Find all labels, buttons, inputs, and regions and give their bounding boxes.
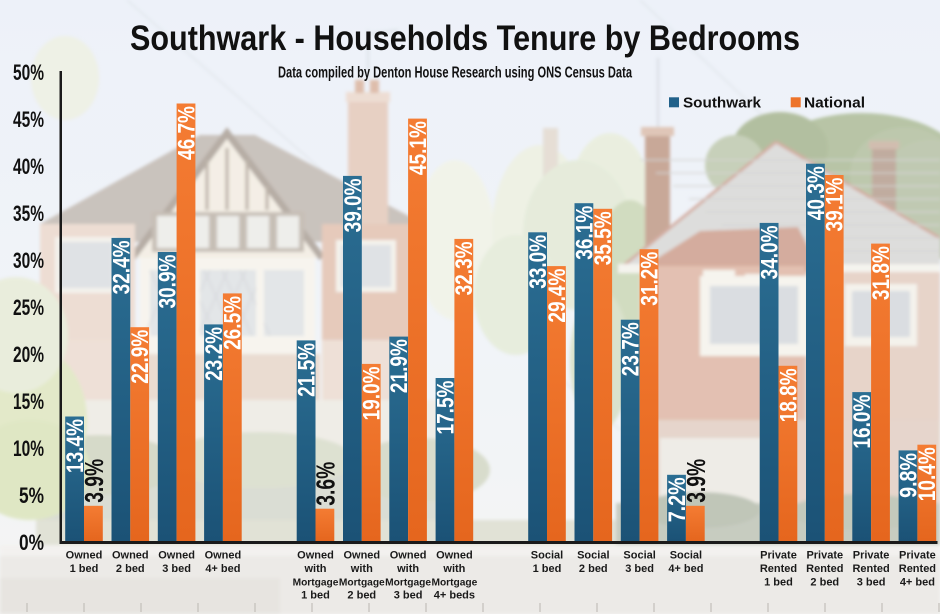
svg-text:21.9%: 21.9% (386, 339, 413, 393)
svg-text:Owned: Owned (390, 550, 427, 562)
svg-text:50%: 50% (13, 60, 44, 85)
svg-text:34.0%: 34.0% (757, 225, 784, 279)
svg-text:15%: 15% (13, 389, 44, 414)
svg-text:1 bed: 1 bed (301, 590, 330, 602)
svg-text:30%: 30% (13, 248, 44, 273)
svg-text:17.5%: 17.5% (432, 380, 459, 434)
svg-text:5%: 5% (19, 483, 44, 508)
svg-text:with: with (350, 563, 373, 575)
svg-text:23.2%: 23.2% (201, 327, 228, 381)
svg-text:Rented: Rented (806, 563, 843, 575)
svg-text:2 bed: 2 bed (579, 563, 608, 575)
svg-text:32.4%: 32.4% (108, 240, 135, 294)
svg-text:1 bed: 1 bed (70, 563, 99, 575)
svg-text:4+ bed: 4+ bed (205, 563, 240, 575)
svg-text:3 bed: 3 bed (625, 563, 654, 575)
svg-text:20%: 20% (13, 342, 44, 367)
svg-text:Private: Private (806, 550, 843, 562)
svg-text:National: National (804, 95, 865, 112)
svg-text:10%: 10% (13, 436, 44, 461)
svg-text:with: with (304, 563, 327, 575)
svg-text:39.0%: 39.0% (340, 178, 367, 232)
svg-text:2 bed: 2 bed (347, 590, 376, 602)
svg-text:35%: 35% (13, 201, 44, 226)
svg-text:Owned: Owned (112, 550, 149, 562)
svg-text:32.3%: 32.3% (451, 241, 478, 295)
svg-text:31.2%: 31.2% (636, 252, 663, 306)
svg-text:39.1%: 39.1% (822, 177, 849, 231)
svg-text:Owned: Owned (436, 550, 473, 562)
svg-text:13.4%: 13.4% (62, 419, 89, 473)
svg-text:1 bed: 1 bed (533, 563, 562, 575)
svg-text:Southwark - Households Tenure: Southwark - Households Tenure by Bedroom… (130, 19, 800, 58)
svg-text:31.8%: 31.8% (868, 246, 895, 300)
svg-text:Social: Social (623, 550, 655, 562)
svg-text:with: with (396, 563, 419, 575)
svg-text:4+ beds: 4+ beds (434, 590, 475, 602)
svg-text:Owned: Owned (343, 550, 380, 562)
svg-text:21.5%: 21.5% (294, 343, 321, 397)
svg-text:29.4%: 29.4% (544, 268, 571, 322)
svg-text:Rented: Rented (852, 563, 889, 575)
svg-text:Mortgage: Mortgage (293, 577, 339, 588)
svg-text:22.9%: 22.9% (127, 330, 154, 384)
svg-text:Mortgage: Mortgage (431, 577, 477, 588)
svg-text:Rented: Rented (760, 563, 797, 575)
svg-text:40%: 40% (13, 154, 44, 179)
svg-text:3 bed: 3 bed (394, 590, 423, 602)
svg-text:19.0%: 19.0% (359, 366, 386, 420)
svg-text:30.9%: 30.9% (155, 254, 182, 308)
svg-text:2 bed: 2 bed (810, 576, 839, 588)
svg-text:9.8%: 9.8% (895, 453, 922, 498)
svg-text:Data compiled by Denton House: Data compiled by Denton House Research u… (278, 65, 632, 82)
svg-text:Social: Social (670, 550, 702, 562)
svg-text:Owned: Owned (66, 550, 103, 562)
svg-text:Private: Private (853, 550, 890, 562)
svg-text:3.6%: 3.6% (313, 462, 341, 506)
svg-text:Owned: Owned (158, 550, 195, 562)
svg-text:23.7%: 23.7% (618, 322, 645, 376)
svg-text:4+ bed: 4+ bed (668, 563, 703, 575)
svg-text:Social: Social (577, 550, 609, 562)
svg-text:Southwark: Southwark (683, 95, 762, 112)
svg-text:with: with (442, 563, 465, 575)
svg-text:Rented: Rented (899, 563, 936, 575)
svg-text:36.1%: 36.1% (571, 206, 598, 260)
svg-text:16.0%: 16.0% (849, 394, 876, 448)
svg-text:Private: Private (899, 550, 936, 562)
svg-text:46.7%: 46.7% (173, 106, 200, 160)
svg-text:Mortgage: Mortgage (385, 577, 431, 588)
svg-text:45.1%: 45.1% (405, 121, 432, 175)
svg-text:7.2%: 7.2% (664, 477, 691, 522)
svg-text:Owned: Owned (297, 550, 334, 562)
svg-text:4+ bed: 4+ bed (900, 576, 935, 588)
svg-text:3.9%: 3.9% (683, 459, 711, 503)
svg-text:33.0%: 33.0% (525, 235, 552, 289)
svg-text:1 bed: 1 bed (764, 576, 793, 588)
svg-text:3 bed: 3 bed (162, 563, 191, 575)
svg-text:Social: Social (531, 550, 563, 562)
svg-text:3 bed: 3 bed (857, 576, 886, 588)
svg-text:35.5%: 35.5% (590, 211, 617, 265)
svg-text:45%: 45% (13, 107, 44, 132)
svg-text:Mortgage: Mortgage (339, 577, 385, 588)
svg-text:Private: Private (760, 550, 797, 562)
svg-text:25%: 25% (13, 295, 44, 320)
svg-text:26.5%: 26.5% (220, 296, 247, 350)
svg-text:3.9%: 3.9% (81, 459, 109, 503)
svg-text:2 bed: 2 bed (116, 563, 145, 575)
svg-text:0%: 0% (19, 530, 44, 555)
svg-text:18.8%: 18.8% (775, 368, 802, 422)
svg-text:10.4%: 10.4% (914, 447, 940, 501)
svg-text:Owned: Owned (205, 550, 242, 562)
svg-text:40.3%: 40.3% (803, 166, 830, 220)
